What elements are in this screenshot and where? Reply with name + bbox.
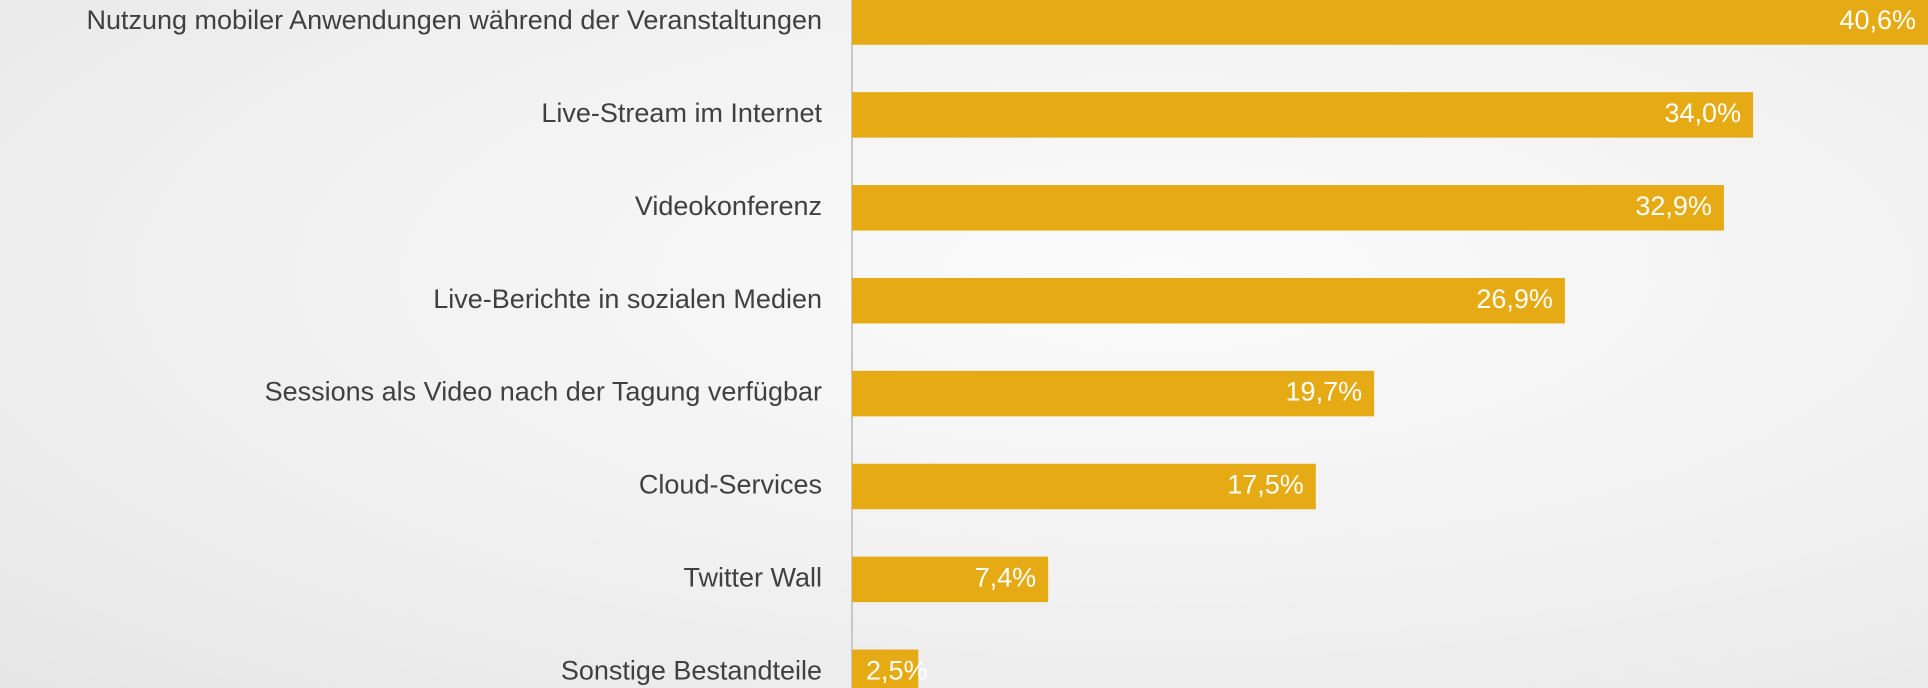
bar — [852, 556, 1049, 603]
value-label: 19,7% — [1286, 377, 1363, 407]
category-label: Twitter Wall — [683, 563, 822, 593]
category-label: Live-Stream im Internet — [541, 98, 822, 128]
bar — [852, 0, 1928, 45]
value-label: 32,9% — [1635, 191, 1712, 221]
category-label: Nutzung mobiler Anwendungen während der … — [86, 5, 822, 35]
bar — [852, 185, 1724, 231]
value-label: 2,5% — [866, 655, 928, 685]
value-label: 40,6% — [1839, 5, 1916, 35]
bar — [852, 92, 1754, 138]
category-label: Sonstige Bestandteile — [561, 655, 822, 685]
category-label: Sessions als Video nach der Tagung verfü… — [265, 377, 822, 407]
value-label: 7,4% — [975, 563, 1037, 593]
bar — [852, 463, 1316, 510]
category-label: Cloud-Services — [639, 470, 822, 500]
value-label: 26,9% — [1476, 284, 1553, 314]
bar — [852, 277, 1565, 324]
value-label: 17,5% — [1227, 470, 1304, 500]
value-label: 34,0% — [1665, 98, 1742, 128]
category-label: Live-Berichte in sozialen Medien — [433, 284, 822, 314]
bar — [852, 370, 1375, 417]
bar — [852, 649, 919, 688]
category-label: Videokonferenz — [635, 191, 822, 221]
